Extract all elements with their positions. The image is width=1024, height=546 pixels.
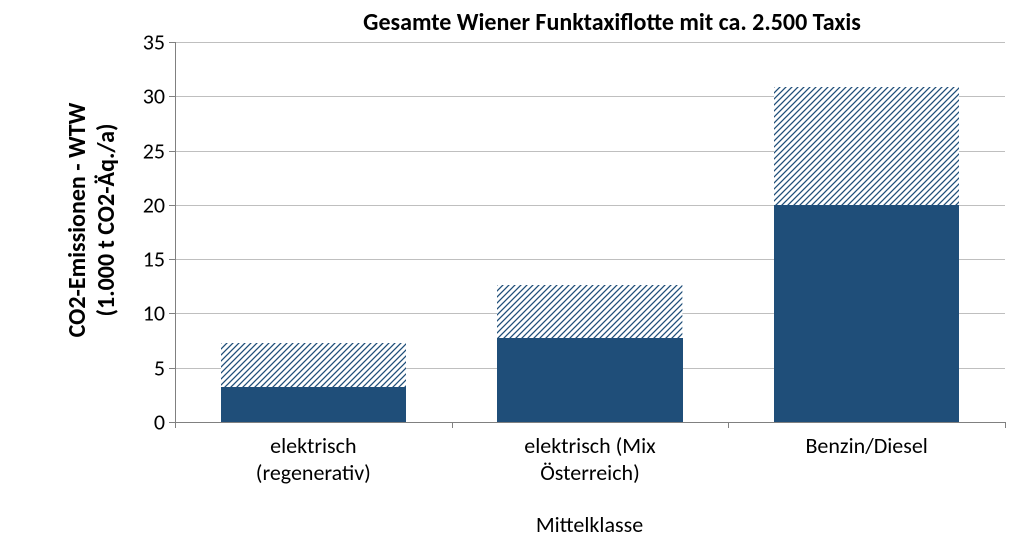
x-tick-mark	[452, 422, 453, 428]
chart-container: Gesamte Wiener Funktaxiflotte mit ca. 2.…	[0, 0, 1024, 546]
chart-title: Gesamte Wiener Funktaxiflotte mit ca. 2.…	[220, 8, 1004, 37]
y-tick-label: 0	[115, 409, 165, 436]
y-axis-label-line1: CO2-Emissionen - WTW	[63, 103, 92, 338]
y-tick-label: 10	[115, 300, 165, 327]
bar-group	[774, 87, 959, 422]
bar-segment-hatched	[774, 87, 959, 205]
y-tick-label: 15	[115, 246, 165, 273]
x-tick-mark	[175, 422, 176, 428]
bar-segment-solid	[497, 338, 682, 422]
y-tick-label: 30	[115, 83, 165, 110]
grid-line	[175, 42, 1005, 43]
x-tick-mark	[1005, 422, 1006, 428]
category-label: Benzin/Diesel	[728, 432, 1005, 459]
x-tick-mark	[728, 422, 729, 428]
y-tick-label: 25	[115, 137, 165, 164]
bar-group	[221, 343, 406, 422]
plot-area: 05101520253035elektrisch (regenerativ)el…	[175, 42, 1005, 422]
bar-segment-solid	[774, 205, 959, 422]
category-label: elektrisch (Mix Österreich)	[452, 432, 729, 486]
y-tick-label: 35	[115, 29, 165, 56]
x-axis-label: Mittelklasse	[175, 511, 1004, 538]
y-tick-label: 20	[115, 191, 165, 218]
bar-segment-hatched	[221, 343, 406, 388]
bar-segment-solid	[221, 387, 406, 422]
category-label: elektrisch (regenerativ)	[175, 432, 452, 486]
x-axis-line	[175, 422, 1005, 423]
y-axis-line	[175, 42, 176, 422]
bar-group	[497, 285, 682, 422]
y-tick-label: 5	[115, 354, 165, 381]
bar-segment-hatched	[497, 285, 682, 338]
